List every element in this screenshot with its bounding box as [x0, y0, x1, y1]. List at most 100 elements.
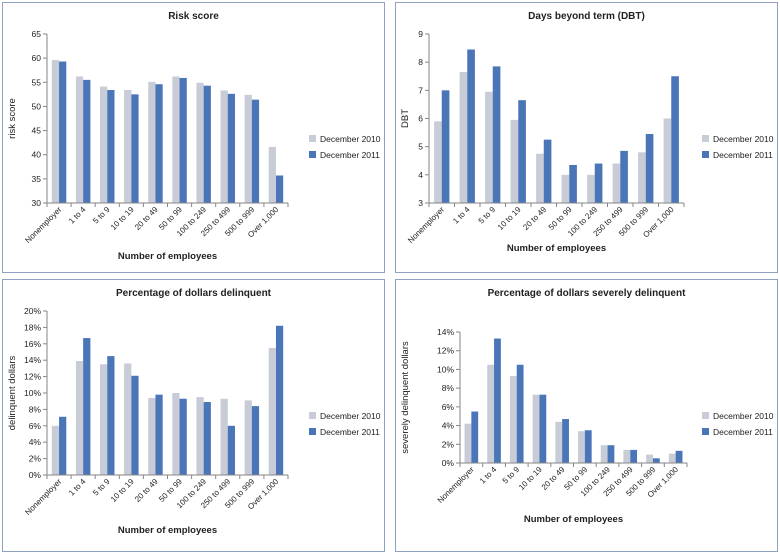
- bar-dec-2011: [83, 79, 91, 203]
- bar-dec-2011: [441, 90, 450, 203]
- bar-dec-2010: [148, 81, 156, 203]
- y-tick-label: 65: [32, 29, 42, 39]
- bar-dec-2010: [638, 152, 646, 203]
- bar-dec-2011: [155, 84, 163, 203]
- y-tick-label: 20%: [24, 306, 41, 316]
- bar-dec-2010: [646, 454, 653, 463]
- bar-dec-2010: [532, 394, 540, 463]
- dollars-severely-delinquent-chart-panel: Percentage of dollars severely delinquen…: [395, 279, 778, 552]
- dollars-severely-delinquent-y-axis-title: severely delinquent dollars: [400, 341, 411, 454]
- y-tick-label: 50: [32, 101, 42, 111]
- x-category-label: 1 to 4: [478, 465, 499, 486]
- x-category-label: 5 to 9: [91, 205, 112, 226]
- legend-label: December 2010: [713, 134, 774, 144]
- bar-dec-2011: [675, 450, 683, 463]
- legend-label: December 2010: [713, 411, 774, 421]
- bar-dec-2010: [510, 119, 519, 203]
- bar-dec-2010: [268, 347, 276, 475]
- bar-dec-2011: [227, 93, 235, 203]
- days-beyond-term-chart: Days beyond term (DBT) 3 4 5 6 7 8 9 Nonemployer…: [400, 11, 774, 254]
- bar-dec-2010: [51, 425, 60, 475]
- risk-score-chart-title: Risk score: [168, 11, 219, 22]
- x-category-label: Nonemployer: [436, 465, 476, 505]
- y-tick-label: 10%: [24, 388, 41, 398]
- bar-dec-2011: [518, 100, 526, 203]
- bar-dec-2010: [587, 174, 595, 203]
- bar-dec-2010: [561, 174, 570, 203]
- y-tick-label: 3: [418, 198, 423, 208]
- bar-dec-2010: [244, 94, 252, 203]
- bar-dec-2011: [155, 394, 163, 475]
- legend-swatch: [702, 412, 709, 419]
- bar-dec-2011: [83, 338, 91, 475]
- bar-dec-2011: [620, 150, 628, 203]
- y-tick-label: 12%: [437, 346, 454, 356]
- bar-dec-2011: [179, 398, 187, 475]
- bar-dec-2010: [196, 397, 204, 475]
- bar-dec-2010: [172, 76, 180, 203]
- y-tick-label: 14%: [24, 355, 41, 365]
- y-tick-label: 4: [418, 170, 423, 180]
- bar-dec-2011: [203, 85, 211, 203]
- bar-dec-2010: [555, 421, 563, 463]
- dollars-delinquent-chart-panel: Percentage of dollars delinquent 0% 2% 4% 6%…: [2, 279, 385, 552]
- bar-dec-2011: [492, 66, 501, 203]
- bar-dec-2010: [244, 400, 252, 475]
- dollars-severely-delinquent-chart-title: Percentage of dollars severely delinquen…: [488, 288, 687, 299]
- legend-swatch: [309, 135, 316, 142]
- bar-dec-2011: [539, 394, 547, 463]
- legend-label: December 2011: [713, 150, 773, 160]
- dollars-delinquent-chart: Percentage of dollars delinquent 0% 2% 4% 6%…: [7, 288, 381, 536]
- bar-dec-2011: [227, 425, 235, 475]
- days-beyond-term-chart-panel: Days beyond term (DBT) 3 4 5 6 7 8 9 Nonemployer…: [395, 2, 778, 273]
- bar-dec-2011: [203, 402, 211, 475]
- dollars-delinquent-x-axis-title: Number of employees: [118, 525, 217, 536]
- dollars-severely-delinquent-chart: Percentage of dollars severely delinquen…: [400, 288, 774, 525]
- x-category-label: 20 to 49: [133, 205, 160, 232]
- bar-dec-2010: [124, 363, 132, 475]
- bar-dec-2011: [107, 356, 115, 475]
- x-category-label: 20 to 49: [521, 205, 548, 232]
- dollars-delinquent-y-axis-title: delinquent dollars: [7, 356, 18, 431]
- bar-dec-2011: [107, 90, 115, 203]
- legend-label: December 2011: [320, 150, 380, 160]
- y-tick-label: 8%: [29, 404, 42, 414]
- days-beyond-term-chart-title: Days beyond term (DBT): [528, 11, 645, 22]
- bar-dec-2010: [124, 90, 132, 203]
- bar-dec-2011: [594, 163, 603, 203]
- legend-swatch: [702, 135, 709, 142]
- bar-dec-2011: [569, 164, 577, 203]
- x-category-label: 5 to 9: [501, 465, 522, 486]
- bar-dec-2010: [148, 397, 156, 475]
- y-tick-label: 10%: [437, 364, 454, 374]
- bar-dec-2010: [623, 449, 631, 463]
- y-tick-label: 8: [418, 57, 423, 67]
- bar-dec-2010: [268, 146, 276, 203]
- bar-dec-2010: [485, 91, 493, 203]
- y-tick-label: 14%: [437, 327, 454, 337]
- bar-dec-2010: [75, 76, 84, 203]
- bar-dec-2010: [220, 90, 228, 203]
- x-category-label: 10 to 19: [109, 205, 136, 232]
- risk-score-chart: Risk score 30 35 40 45 50 55 60 65 Nonemployer 1 t…: [7, 11, 381, 262]
- x-category-label: Nonemployer: [406, 205, 446, 245]
- bar-dec-2010: [220, 398, 228, 475]
- y-tick-label: 4%: [442, 421, 455, 431]
- bar-dec-2010: [434, 121, 442, 203]
- bar-dec-2011: [275, 175, 284, 203]
- legend-swatch: [309, 412, 316, 419]
- bar-dec-2010: [75, 361, 84, 475]
- x-category-label: 5 to 9: [477, 205, 498, 226]
- y-tick-label: 0%: [29, 470, 42, 480]
- x-category-label: Nonemployer: [23, 477, 63, 517]
- bar-dec-2010: [172, 393, 180, 475]
- x-category-label: 1 to 4: [67, 205, 88, 226]
- bar-dec-2011: [275, 325, 284, 475]
- dollars-delinquent-chart-title: Percentage of dollars delinquent: [116, 288, 272, 299]
- bar-dec-2011: [59, 61, 67, 203]
- bar-dec-2010: [663, 118, 672, 203]
- bar-dec-2011: [131, 94, 139, 203]
- y-tick-label: 8%: [442, 383, 455, 393]
- x-category-label: Nonemployer: [23, 205, 63, 245]
- bar-dec-2011: [671, 76, 679, 203]
